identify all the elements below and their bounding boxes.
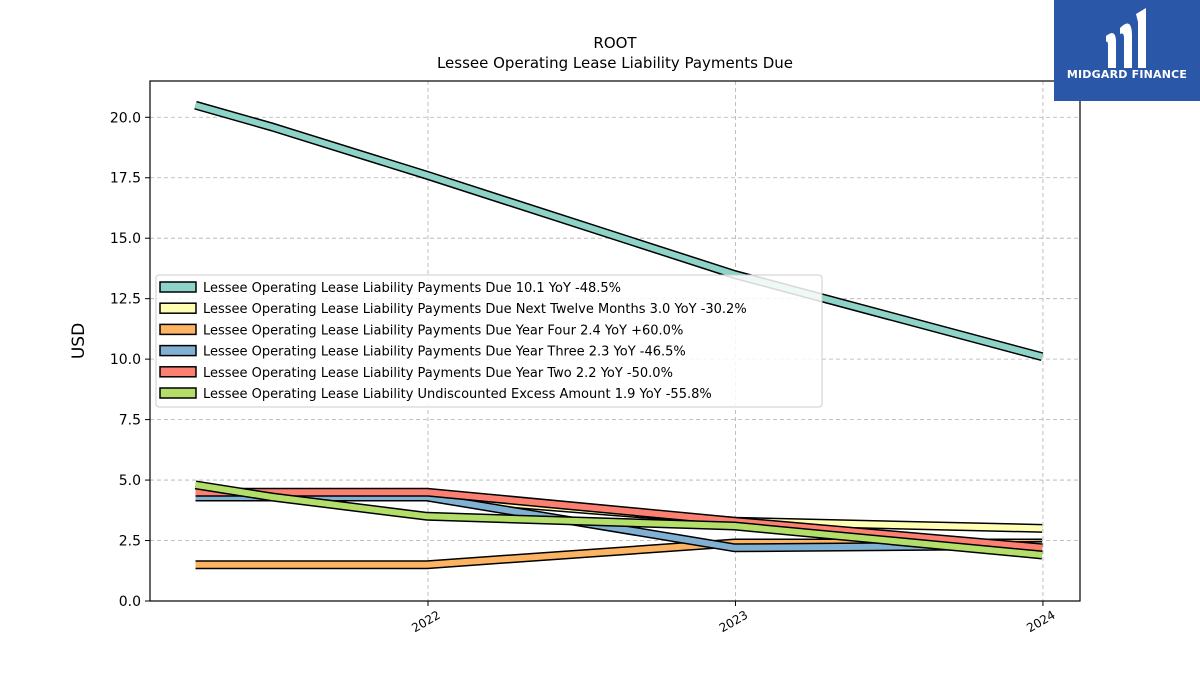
chart-title: ROOT [593,34,637,52]
y-tick-label: 20.0 [110,110,141,126]
y-tick-label: 12.5 [110,292,141,308]
legend-label-4: Lessee Operating Lease Liability Payment… [203,345,686,360]
x-tick-label: 2024 [1024,608,1057,635]
legend-swatch-1 [159,281,197,293]
y-tick-label: 5.0 [119,473,141,489]
legend-label-2: Lessee Operating Lease Liability Payment… [203,302,747,317]
y-tick-label: 15.0 [110,231,141,247]
y-axis-label: USD [69,323,89,359]
y-tick-label: 17.5 [110,171,141,187]
brand-name: MIDGARD FINANCE [1066,68,1188,81]
series-line-1 [194,102,1043,360]
y-tick-label: 10.0 [110,352,141,368]
legend-label-5: Lessee Operating Lease Liability Payment… [203,366,673,381]
y-tick-label: 2.5 [119,534,141,550]
y-tick-label: 7.5 [119,413,141,429]
chart-subtitle: Lessee Operating Lease Liability Payment… [437,54,793,72]
legend-swatch-2 [159,302,197,314]
y-axis: 0.0 2.5 5.0 7.5 10.0 12.5 15.0 17.5 20.0 [110,110,150,610]
brand-logo: MIDGARD FINANCE [1054,0,1200,101]
series-lines [194,100,1044,570]
x-axis: 2022 2023 2024 [409,601,1058,635]
midgard-logo-icon [1106,8,1146,68]
legend-label-6: Lessee Operating Lease Liability Undisco… [203,387,712,402]
legend: Lessee Operating Lease Liability Payment… [155,274,823,408]
plot-frame [149,80,1081,602]
legend-swatch-3 [159,323,197,336]
x-tick-label: 2022 [409,608,442,635]
series-line-6 [195,481,1043,558]
legend-box [155,274,823,408]
legend-swatch-5 [159,366,197,378]
x-tick-label: 2023 [717,608,750,635]
legend-swatch-6 [159,387,197,399]
legend-swatch-4 [159,344,197,357]
y-tick-label: 0.0 [119,594,141,610]
legend-label-3: Lessee Operating Lease Liability Payment… [203,323,683,338]
legend-label-1: Lessee Operating Lease Liability Payment… [203,281,621,296]
